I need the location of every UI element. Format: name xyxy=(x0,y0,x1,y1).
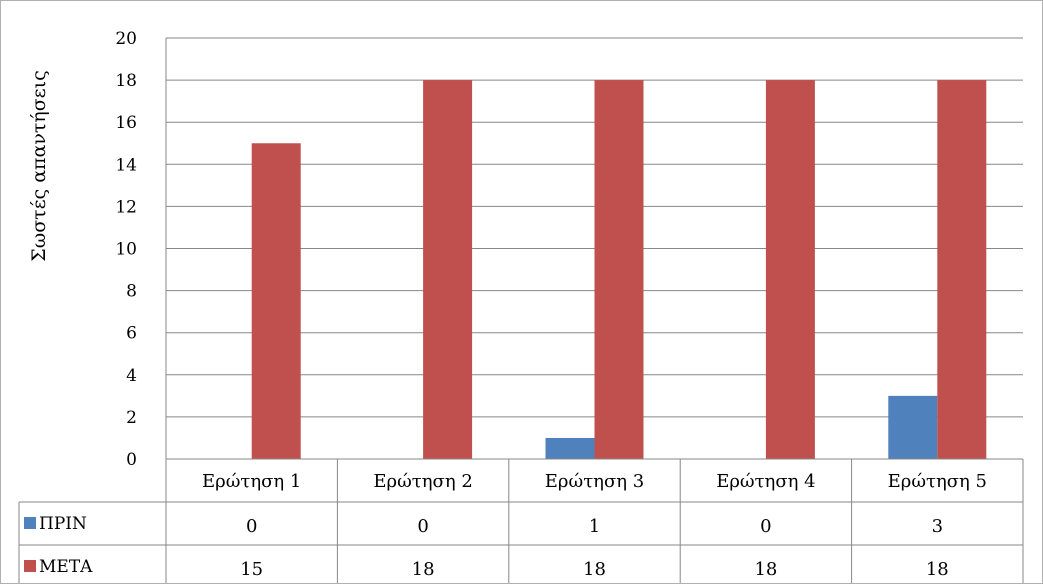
data-label-ΠΡΙΝ-4: 0 xyxy=(760,516,771,537)
bar-ΜΕΤΑ-4 xyxy=(765,80,815,459)
y-tick-label-12: 12 xyxy=(115,197,137,217)
bar-ΠΡΙΝ-3 xyxy=(545,437,595,459)
data-label-ΠΡΙΝ-1: 0 xyxy=(246,516,257,537)
legend-swatch-ΠΡΙΝ xyxy=(24,517,36,529)
y-axis-label: Σωστές απαντήσεις xyxy=(28,70,50,261)
y-tick-label-8: 8 xyxy=(126,282,137,302)
bar-ΜΕΤΑ-3 xyxy=(594,80,644,459)
bar-ΠΡΙΝ-5 xyxy=(888,395,938,459)
bar-ΜΕΤΑ-2 xyxy=(423,80,473,459)
y-tick-label-6: 6 xyxy=(126,324,137,344)
data-label-ΠΡΙΝ-5: 3 xyxy=(932,516,943,537)
legend-swatch-ΜΕΤΑ xyxy=(24,560,36,572)
category-label-3: Ερώτηση 3 xyxy=(545,471,644,492)
y-axis-ticks: 0 2 4 6 8 10 12 14 16 18 20 xyxy=(115,29,137,470)
category-label-2: Ερώτηση 2 xyxy=(373,471,472,492)
data-label-ΜΕΤΑ-1: 15 xyxy=(240,559,263,580)
category-label-5: Ερώτηση 5 xyxy=(888,471,987,492)
y-tick-label-20: 20 xyxy=(115,29,137,49)
y-tick-label-16: 16 xyxy=(115,113,137,133)
data-table: Ερώτηση 1 Ερώτηση 2 Ερώτηση 3 Ερώτηση 4 Ερώτ… xyxy=(18,458,1024,587)
data-label-ΠΡΙΝ-2: 0 xyxy=(417,516,428,537)
y-tick-label-4: 4 xyxy=(126,366,137,386)
bars xyxy=(251,80,987,459)
category-label-4: Ερώτηση 4 xyxy=(716,471,815,492)
category-label-1: Ερώτηση 1 xyxy=(202,471,301,492)
y-tick-label-2: 2 xyxy=(126,408,137,428)
data-label-ΜΕΤΑ-2: 18 xyxy=(412,559,435,580)
y-tick-label-10: 10 xyxy=(115,240,137,260)
data-label-ΜΕΤΑ-5: 18 xyxy=(926,559,949,580)
legend-label-ΜΕΤΑ: ΜΕΤΑ xyxy=(39,557,93,577)
data-label-ΜΕΤΑ-4: 18 xyxy=(754,559,777,580)
bar-ΜΕΤΑ-5 xyxy=(937,80,987,459)
y-tick-label-0: 0 xyxy=(126,450,137,470)
bar-ΜΕΤΑ-1 xyxy=(251,143,301,459)
data-label-ΠΡΙΝ-3: 1 xyxy=(589,516,600,537)
legend-label-ΠΡΙΝ: ΠΡΙΝ xyxy=(39,514,87,534)
y-tick-label-14: 14 xyxy=(115,155,137,175)
data-label-ΜΕΤΑ-3: 18 xyxy=(583,559,606,580)
y-tick-label-18: 18 xyxy=(115,71,137,91)
